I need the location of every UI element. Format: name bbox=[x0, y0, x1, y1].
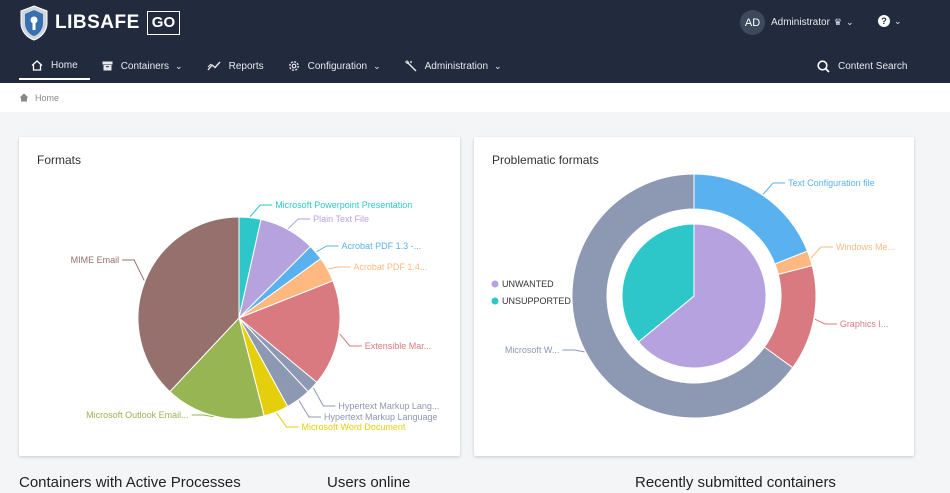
app-badge: GO bbox=[146, 11, 181, 35]
formats-pie-chart: Microsoft Powerpoint Presentation Plain T… bbox=[71, 200, 440, 432]
nav-label: Home bbox=[51, 59, 78, 71]
user-name: Administrator bbox=[771, 17, 830, 28]
slice-label: Text Configuration file bbox=[788, 178, 875, 188]
label-line bbox=[249, 204, 273, 217]
nav-item-reports[interactable]: Reports bbox=[195, 52, 276, 80]
user-menu[interactable]: AD Administrator ♛ ⌄ bbox=[740, 10, 854, 35]
app-name: LIBSAFE bbox=[55, 12, 140, 33]
gear-icon bbox=[288, 61, 299, 71]
label-line bbox=[298, 400, 321, 418]
avatar: AD bbox=[740, 10, 765, 35]
slice-label: Microsoft Outlook Email... bbox=[86, 410, 189, 420]
slice-label: Graphics I... bbox=[840, 319, 889, 329]
formats-card: Microsoft Powerpoint Presentation Plain T… bbox=[19, 137, 460, 456]
slice-microsoft-w[interactable] bbox=[571, 173, 794, 419]
nav-item-containers[interactable]: Containers ⌄ bbox=[90, 52, 195, 80]
section-active-processes: Containers with Active Processes bbox=[19, 474, 241, 491]
content-search-label: Content Search bbox=[838, 60, 908, 72]
label-line bbox=[316, 245, 339, 253]
chevron-down-icon: ⌄ bbox=[845, 17, 854, 27]
legend-item-unsupported[interactable]: UNSUPPORTED bbox=[502, 296, 571, 306]
label-line bbox=[339, 333, 362, 347]
card-title: Formats bbox=[37, 153, 82, 167]
shield-logo-icon bbox=[20, 5, 48, 41]
help-icon: ? bbox=[878, 15, 890, 27]
slice-label: Hypertext Markup Lang... bbox=[338, 401, 439, 411]
legend-item-unwanted[interactable]: UNWANTED bbox=[502, 279, 554, 289]
nav-label: Administration bbox=[424, 60, 488, 72]
slice-label: Windows Me... bbox=[836, 242, 895, 252]
label-line bbox=[328, 266, 351, 270]
chart-line-icon bbox=[207, 61, 221, 71]
chevron-down-icon: ⌄ bbox=[373, 60, 381, 71]
crown-icon: ♛ bbox=[833, 17, 842, 27]
label-line bbox=[810, 246, 833, 259]
label-line bbox=[276, 412, 299, 428]
nav-label: Configuration bbox=[307, 60, 368, 72]
nav-label: Reports bbox=[228, 60, 264, 72]
label-line bbox=[122, 259, 145, 281]
label-line bbox=[814, 318, 837, 325]
chevron-down-icon: ⌄ bbox=[494, 60, 502, 71]
slice-label: Microsoft W... bbox=[505, 345, 560, 355]
problematic-formats-chart: Text Configuration file Windows Me... Grap… bbox=[491, 173, 895, 419]
nav-item-home[interactable]: Home bbox=[19, 52, 90, 80]
slice-label: Microsoft Powerpoint Presentation bbox=[275, 200, 412, 210]
home-icon bbox=[31, 59, 43, 71]
label-line bbox=[287, 218, 311, 229]
search-icon bbox=[817, 59, 830, 73]
slice-mime-email[interactable] bbox=[137, 216, 240, 393]
slice-unwanted[interactable] bbox=[637, 223, 767, 369]
main-nav: Home Containers ⌄ Reports Configuration … bbox=[19, 52, 514, 83]
label-line bbox=[191, 414, 214, 418]
label-line bbox=[562, 349, 585, 353]
slice-label: Extensible Mar... bbox=[365, 341, 432, 351]
slice-label: Hypertext Markup Language bbox=[324, 412, 438, 422]
slice-label: Plain Text File bbox=[313, 214, 369, 224]
slice-extensible-mar[interactable] bbox=[238, 280, 341, 384]
breadcrumb-home[interactable]: Home bbox=[35, 92, 60, 103]
slice-label: MIME Email bbox=[71, 255, 120, 265]
nav-item-administration[interactable]: Administration ⌄ bbox=[393, 52, 514, 80]
chevron-down-icon: ⌄ bbox=[175, 60, 183, 71]
label-line bbox=[312, 387, 336, 407]
slice-label: Microsoft Word Document bbox=[302, 422, 406, 432]
home-icon bbox=[19, 93, 29, 102]
section-recent-containers: Recently submitted containers bbox=[635, 474, 836, 491]
slice-unsupported[interactable] bbox=[621, 223, 695, 343]
help-menu[interactable]: ? ⌄ bbox=[878, 15, 902, 27]
content-search-link[interactable]: Content Search bbox=[817, 52, 908, 80]
card-title: Problematic formats bbox=[492, 153, 599, 167]
breadcrumb: Home bbox=[0, 83, 950, 112]
wand-icon bbox=[404, 60, 417, 72]
label-line bbox=[762, 182, 786, 195]
container-icon bbox=[102, 61, 113, 71]
problematic-formats-card: Text Configuration file Windows Me... Grap… bbox=[474, 137, 914, 456]
app-logo[interactable]: LIBSAFE GO bbox=[19, 5, 181, 41]
slice-microsoft-outlook-email[interactable] bbox=[169, 316, 265, 420]
nav-label: Containers bbox=[120, 60, 170, 72]
legend-marker bbox=[491, 280, 499, 288]
slice-label: Acrobat PDF 1.4... bbox=[353, 262, 427, 272]
legend-marker bbox=[491, 297, 499, 305]
slice-label: Acrobat PDF 1.3 -... bbox=[342, 241, 422, 251]
chevron-down-icon: ⌄ bbox=[894, 15, 902, 26]
top-bar: LIBSAFE GO AD Administrator ♛ ⌄ ? ⌄ Home… bbox=[0, 0, 950, 83]
nav-item-configuration[interactable]: Configuration ⌄ bbox=[276, 52, 393, 80]
section-users-online: Users online bbox=[327, 474, 411, 491]
